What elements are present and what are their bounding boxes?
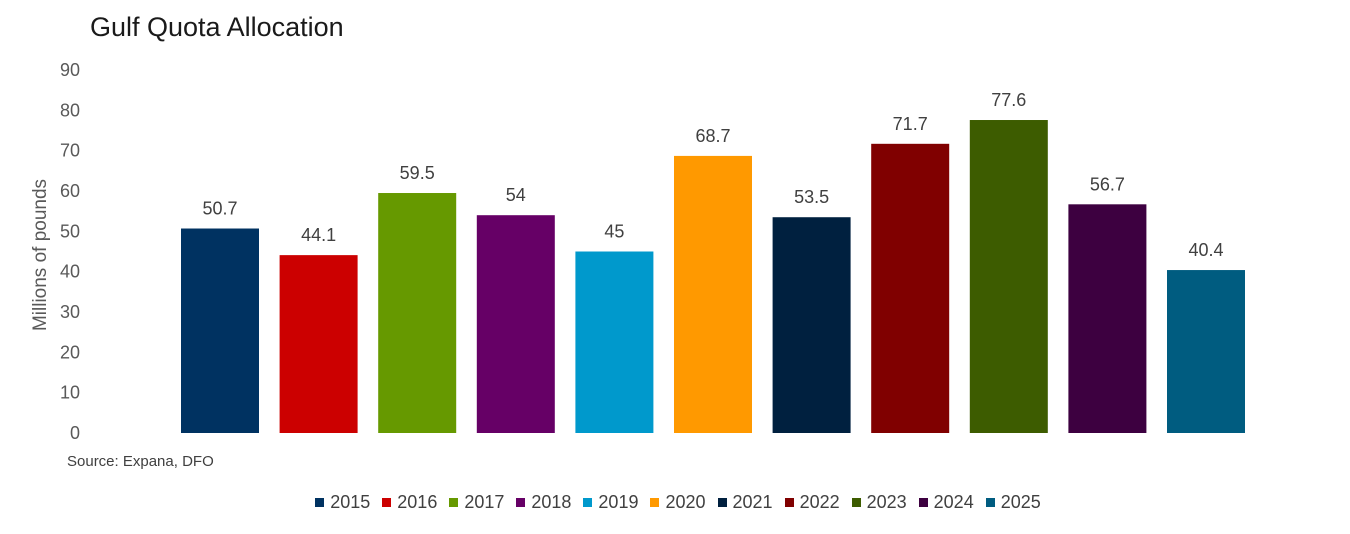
legend-item-2023: 2023 <box>851 492 907 513</box>
legend-label: 2024 <box>933 492 974 512</box>
legend-item-2022: 2022 <box>784 492 840 513</box>
data-label-2020: 68.7 <box>695 126 730 146</box>
data-label-2018: 54 <box>506 185 526 205</box>
data-label-2015: 50.7 <box>202 199 237 219</box>
source-note: Source: Expana, DFO <box>67 453 214 470</box>
legend-label: 2017 <box>464 492 505 512</box>
legend-label: 2019 <box>598 492 639 512</box>
bar-2016 <box>279 255 358 433</box>
chart-title: Gulf Quota Allocation <box>90 12 344 42</box>
data-label-2024: 56.7 <box>1090 174 1125 194</box>
data-label-2019: 45 <box>604 222 624 242</box>
legend-swatch <box>985 498 995 507</box>
legend-label: 2025 <box>1000 492 1041 512</box>
legend-item-2024: 2024 <box>918 492 974 513</box>
legend-label: 2020 <box>665 492 706 512</box>
data-label-2021: 53.5 <box>794 187 829 207</box>
y-axis-label: Millions of pounds <box>30 179 51 331</box>
bar-2021 <box>772 217 851 433</box>
legend-label: 2021 <box>732 492 773 512</box>
legend: 2015 2016 2017 2018 2019 2020 2021 2022 2023 2024… <box>0 492 1350 513</box>
data-label-2023: 77.6 <box>991 90 1026 110</box>
y-tick-label: 80 <box>60 100 80 120</box>
legend-swatch <box>315 498 325 507</box>
bar-2020 <box>674 155 752 433</box>
legend-swatch <box>784 498 794 507</box>
legend-swatch <box>583 498 593 507</box>
legend-item-2016: 2016 <box>382 492 437 513</box>
legend-swatch <box>650 498 660 507</box>
y-tick-label: 20 <box>60 342 80 362</box>
legend-item-2018: 2018 <box>516 492 571 513</box>
legend-item-2015: 2015 <box>315 492 370 513</box>
bar-2023 <box>969 120 1048 433</box>
legend-label: 2016 <box>397 492 438 512</box>
bar-2015 <box>181 228 259 433</box>
legend-swatch <box>717 498 727 507</box>
legend-item-2021: 2021 <box>717 492 773 513</box>
legend-swatch <box>851 498 861 507</box>
legend-item-2025: 2025 <box>985 492 1041 513</box>
data-label-2025: 40.4 <box>1188 240 1223 260</box>
legend-item-2020: 2020 <box>650 492 706 513</box>
y-tick-label: 60 <box>60 181 80 201</box>
bar-2024 <box>1068 204 1147 433</box>
y-tick-label: 10 <box>60 383 80 403</box>
bar-2019 <box>575 251 654 433</box>
data-label-2022: 71.7 <box>893 114 928 134</box>
legend-label: 2022 <box>799 492 840 512</box>
bar-2018 <box>476 215 555 433</box>
y-tick-label: 90 <box>60 60 80 80</box>
legend-item-2019: 2019 <box>583 492 638 513</box>
y-tick-label: 70 <box>60 141 80 161</box>
y-tick-label: 0 <box>70 423 80 443</box>
y-tick-label: 50 <box>60 221 80 241</box>
y-tick-label: 40 <box>60 262 80 282</box>
bar-2017 <box>378 193 457 433</box>
legend-label: 2015 <box>330 492 371 512</box>
y-axis-ticks: 0 10 20 30 40 50 60 70 80 90 <box>60 60 80 443</box>
data-labels: 50.7 44.1 59.5 54 45 68.7 53.5 71.7 77.6 56.7 40.4 <box>202 90 1223 260</box>
bars <box>181 120 1245 433</box>
data-label-2016: 44.1 <box>301 225 336 245</box>
data-label-2017: 59.5 <box>400 163 435 183</box>
legend-label: 2023 <box>866 492 907 512</box>
legend-item-2017: 2017 <box>449 492 504 513</box>
legend-swatch <box>918 498 928 507</box>
legend-swatch <box>516 498 526 507</box>
bar-2022 <box>871 143 950 433</box>
bar-2025 <box>1167 270 1245 433</box>
legend-swatch <box>449 498 459 507</box>
legend-swatch <box>382 498 392 507</box>
y-tick-label: 30 <box>60 302 80 322</box>
legend-label: 2018 <box>531 492 572 512</box>
